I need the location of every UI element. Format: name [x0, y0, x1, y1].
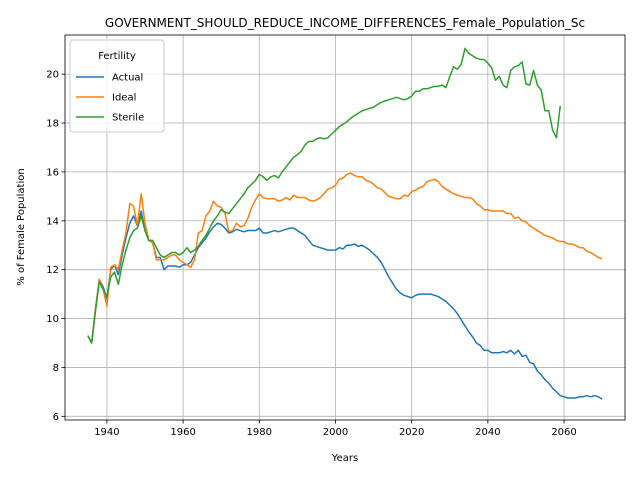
y-tick-label: 10	[46, 314, 59, 325]
x-tick-label: 2000	[323, 427, 348, 438]
legend-label-actual: Actual	[112, 73, 143, 84]
y-tick-label: 8	[53, 363, 59, 374]
y-tick-label: 12	[46, 265, 59, 276]
y-tick-label: 18	[46, 119, 59, 130]
x-tick-label: 1940	[94, 427, 119, 438]
y-tick-label: 6	[53, 412, 59, 423]
legend-label-ideal: Ideal	[112, 93, 136, 104]
series-line-actual	[87, 210, 603, 400]
series-layer	[87, 47, 603, 400]
y-axis-label: % of Female Population	[16, 168, 27, 285]
x-axis: 1940 1960 1980 2000 2020 2040 2060	[94, 420, 577, 438]
y-tick-label: 20	[46, 70, 59, 81]
chart-title: GOVERNMENT_SHOULD_REDUCE_INCOME_DIFFEREN…	[105, 16, 585, 30]
x-tick-label: 2060	[551, 427, 576, 438]
x-tick-label: 1960	[170, 427, 195, 438]
y-tick-label: 16	[46, 167, 59, 178]
series-line-ideal	[87, 172, 603, 344]
series-line-sterile	[87, 47, 561, 344]
legend-label-sterile: Sterile	[112, 113, 144, 124]
y-axis: 6 8 10 12 14 16 18 20	[46, 70, 65, 423]
y-tick-label: 14	[46, 216, 59, 227]
plot-frame	[64, 34, 626, 421]
x-tick-label: 1980	[247, 427, 272, 438]
x-tick-label: 2020	[399, 427, 424, 438]
legend-box	[69, 39, 165, 133]
legend: Fertility Actual Ideal Sterile	[69, 39, 165, 133]
legend-title: Fertility	[98, 51, 136, 62]
x-axis-label: Years	[331, 453, 358, 464]
x-tick-label: 2040	[475, 427, 500, 438]
